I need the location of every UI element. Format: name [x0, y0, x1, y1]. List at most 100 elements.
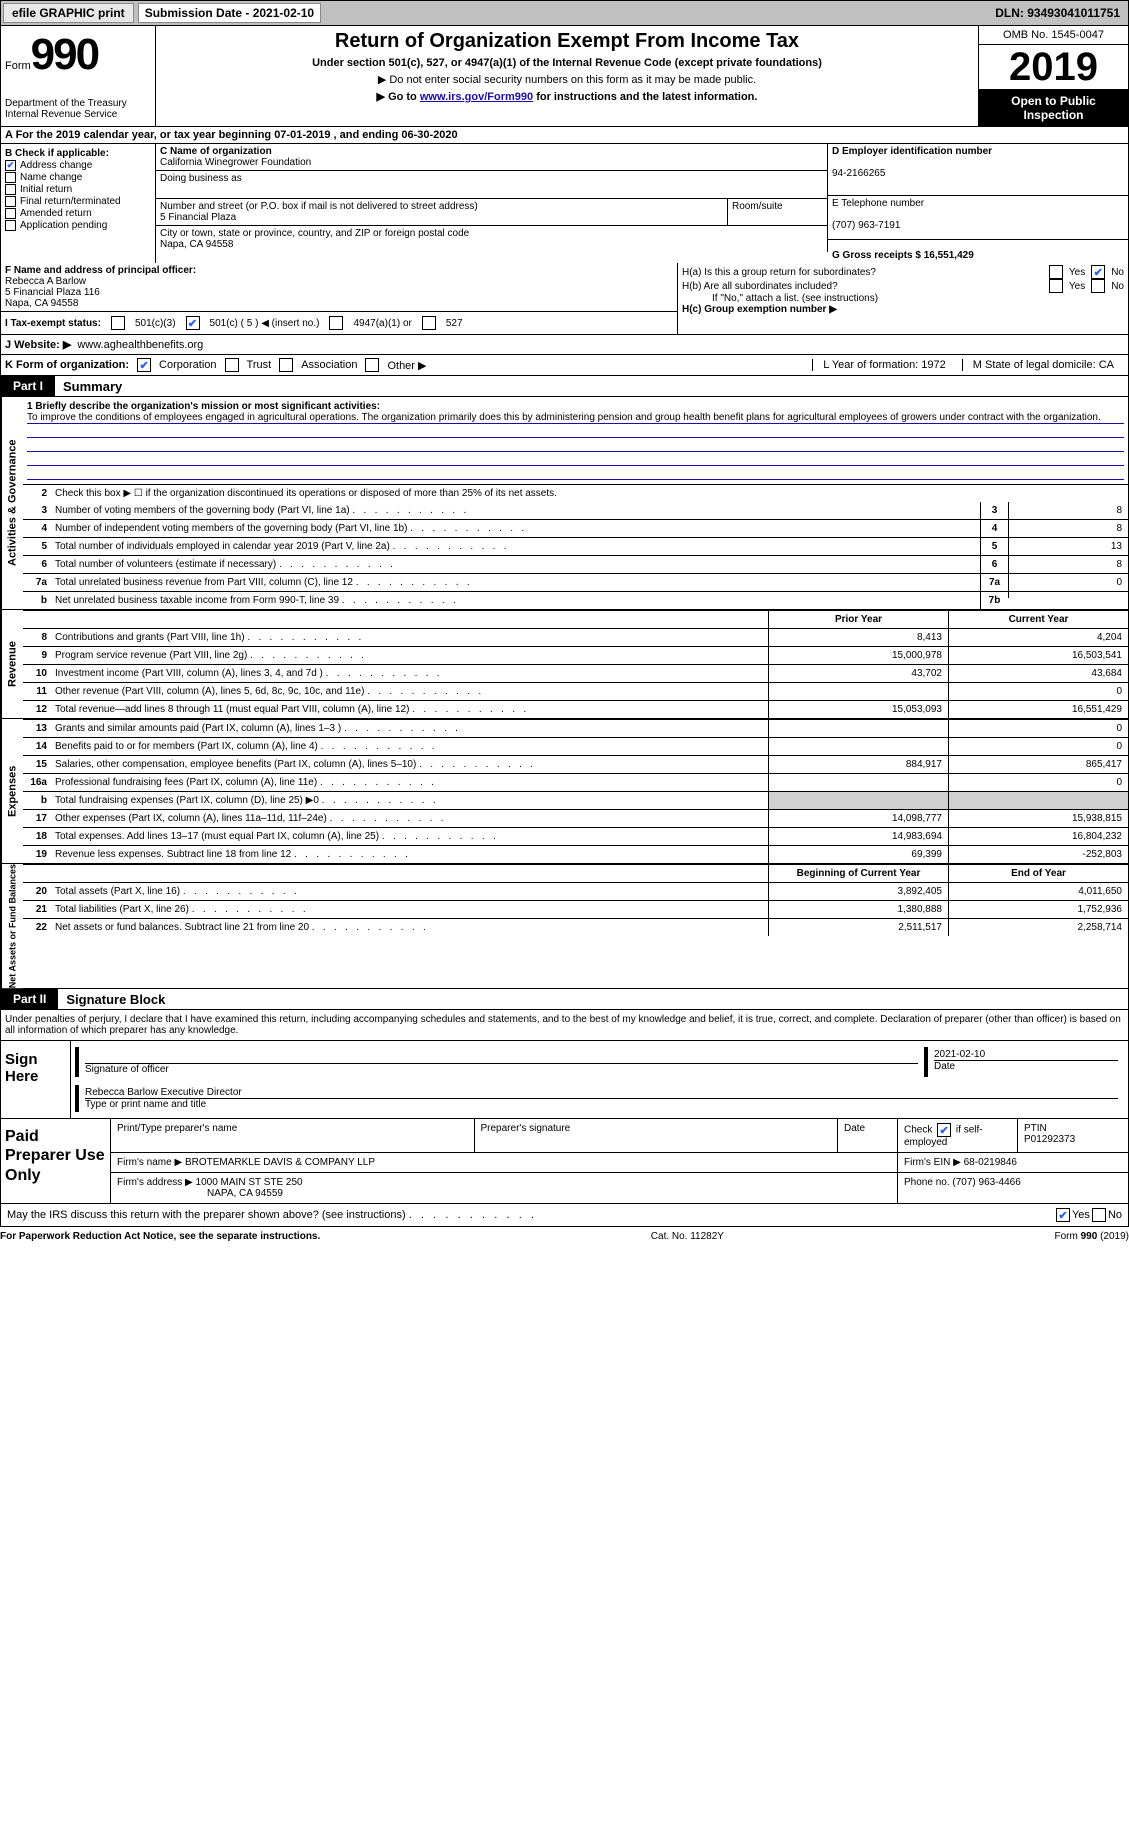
gov-line-text: Net unrelated business taxable income fr…: [51, 592, 980, 609]
calendar-year-row: A For the 2019 calendar year, or tax yea…: [0, 127, 1129, 144]
checkbox-527[interactable]: [422, 316, 436, 330]
checkbox-app-pending[interactable]: [5, 220, 16, 231]
expenses-section: Expenses 13Grants and similar amounts pa…: [0, 719, 1129, 864]
checkbox-name-change[interactable]: [5, 172, 16, 183]
q1-label: 1 Briefly describe the organization's mi…: [27, 401, 1124, 412]
tax-year: 2019: [979, 45, 1128, 90]
chk-label: Address change: [20, 160, 92, 171]
prior-val: 14,098,777: [768, 810, 948, 827]
chk-label: Final return/terminated: [20, 196, 121, 207]
identity-block: B Check if applicable: Address change Na…: [0, 144, 1129, 263]
irs-discuss-yes[interactable]: [1056, 1208, 1070, 1222]
current-val: 16,503,541: [948, 647, 1128, 664]
prior-val: 43,702: [768, 665, 948, 682]
gov-line-val: 0: [1008, 574, 1128, 591]
self-employed-checkbox[interactable]: [937, 1123, 951, 1137]
year-formation: L Year of formation: 1972: [812, 359, 956, 371]
hb-no[interactable]: [1091, 279, 1105, 293]
checkbox-501c[interactable]: [186, 316, 200, 330]
website-row: J Website: ▶ www.aghealthbenefits.org: [0, 335, 1129, 355]
line-text: Other revenue (Part VIII, column (A), li…: [51, 683, 768, 700]
top-toolbar: efile GRAPHIC print Submission Date - 20…: [0, 0, 1129, 26]
prior-val: 15,053,093: [768, 701, 948, 718]
form-footer: Form 990 (2019): [1055, 1231, 1129, 1242]
ha-no[interactable]: [1091, 265, 1105, 279]
checkbox-final-return[interactable]: [5, 196, 16, 207]
self-employed-cell: Check if self-employed: [898, 1119, 1018, 1152]
checkbox-501c3[interactable]: [111, 316, 125, 330]
preparer-sig-hdr: Preparer's signature: [475, 1119, 839, 1152]
k-trust[interactable]: [225, 358, 239, 372]
prior-val: 884,917: [768, 756, 948, 773]
sig-date-label: Date: [934, 1060, 1118, 1072]
gov-line-val: 8: [1008, 556, 1128, 573]
k-assoc[interactable]: [279, 358, 293, 372]
firm-ein-cell: Firm's EIN ▶ 68-0219846: [898, 1153, 1128, 1172]
hc-label: H(c) Group exemption number ▶: [682, 304, 1124, 315]
gov-line-val: 8: [1008, 520, 1128, 537]
ha-yes[interactable]: [1049, 265, 1063, 279]
current-val: 1,752,936: [948, 901, 1128, 918]
irs-link[interactable]: www.irs.gov/Form990: [420, 91, 533, 103]
current-val: [948, 792, 1128, 809]
part-1-tab: Part I: [1, 376, 55, 396]
preparer-name-hdr: Print/Type preparer's name: [111, 1119, 475, 1152]
state-domicile: M State of legal domicile: CA: [962, 359, 1124, 371]
line-text: Net assets or fund balances. Subtract li…: [51, 919, 768, 936]
telephone-cell: E Telephone number(707) 963-7191: [828, 196, 1128, 240]
prior-val: [768, 774, 948, 791]
paid-preparer-row: Paid Preparer Use Only Print/Type prepar…: [0, 1119, 1129, 1204]
part-2-header: Part II Signature Block: [0, 989, 1129, 1010]
sig-date-value: 2021-02-10: [934, 1049, 1118, 1060]
line-text: Professional fundraising fees (Part IX, …: [51, 774, 768, 791]
line-text: Other expenses (Part IX, column (A), lin…: [51, 810, 768, 827]
k-corp[interactable]: [137, 358, 151, 372]
k-org-row: K Form of organization: Corporation Trus…: [0, 355, 1129, 376]
cat-no: Cat. No. 11282Y: [651, 1231, 724, 1242]
firm-phone-cell: Phone no. (707) 963-4466: [898, 1173, 1128, 1203]
chk-label: Amended return: [20, 208, 92, 219]
checkbox-amended[interactable]: [5, 208, 16, 219]
hb-yes[interactable]: [1049, 279, 1063, 293]
gov-line-text: Total unrelated business revenue from Pa…: [51, 574, 980, 591]
hb-label: H(b) Are all subordinates included?: [682, 281, 1043, 292]
line-text: Program service revenue (Part VIII, line…: [51, 647, 768, 664]
prior-val: 15,000,978: [768, 647, 948, 664]
checkbox-4947[interactable]: [329, 316, 343, 330]
k-other[interactable]: [365, 358, 379, 372]
may-irs-row: May the IRS discuss this return with the…: [0, 1204, 1129, 1227]
current-val: 865,417: [948, 756, 1128, 773]
line-text: Total fundraising expenses (Part IX, col…: [51, 792, 768, 809]
line-text: Contributions and grants (Part VIII, lin…: [51, 629, 768, 646]
current-val: 0: [948, 683, 1128, 700]
website-url: www.aghealthbenefits.org: [77, 339, 203, 351]
page-footer: For Paperwork Reduction Act Notice, see …: [0, 1227, 1129, 1246]
printed-label: Type or print name and title: [85, 1098, 1118, 1110]
boy-hdr: Beginning of Current Year: [768, 865, 948, 882]
irs-discuss-no[interactable]: [1092, 1208, 1106, 1222]
b-label: B Check if applicable:: [5, 148, 151, 159]
h-section: H(a) Is this a group return for subordin…: [678, 263, 1128, 334]
form-prefix: Form: [5, 60, 31, 72]
gov-line-text: Total number of volunteers (estimate if …: [51, 556, 980, 573]
omb-number: OMB No. 1545-0047: [979, 26, 1128, 45]
activities-governance-section: Activities & Governance 1 Briefly descri…: [0, 397, 1129, 610]
prior-val: 14,983,694: [768, 828, 948, 845]
gov-line-val: [1008, 592, 1128, 598]
check-applicable-col: B Check if applicable: Address change Na…: [1, 144, 156, 263]
officer-h-row: F Name and address of principal officer:…: [0, 263, 1129, 335]
prior-val: 69,399: [768, 846, 948, 863]
mission-text: To improve the conditions of employees e…: [27, 412, 1124, 424]
line-text: Grants and similar amounts paid (Part IX…: [51, 720, 768, 737]
form-number: 990: [31, 30, 98, 79]
current-val: 15,938,815: [948, 810, 1128, 827]
form-subtitle-1: Under section 501(c), 527, or 4947(a)(1)…: [162, 57, 972, 69]
form-title: Return of Organization Exempt From Incom…: [162, 30, 972, 53]
hb-note: If "No," attach a list. (see instruction…: [682, 293, 1124, 304]
checkbox-address-change[interactable]: [5, 160, 16, 171]
prior-val: 2,511,517: [768, 919, 948, 936]
efile-print-button[interactable]: efile GRAPHIC print: [3, 3, 134, 23]
form-subtitle-2: ▶ Do not enter social security numbers o…: [162, 73, 972, 86]
prior-val: [768, 720, 948, 737]
checkbox-initial-return[interactable]: [5, 184, 16, 195]
